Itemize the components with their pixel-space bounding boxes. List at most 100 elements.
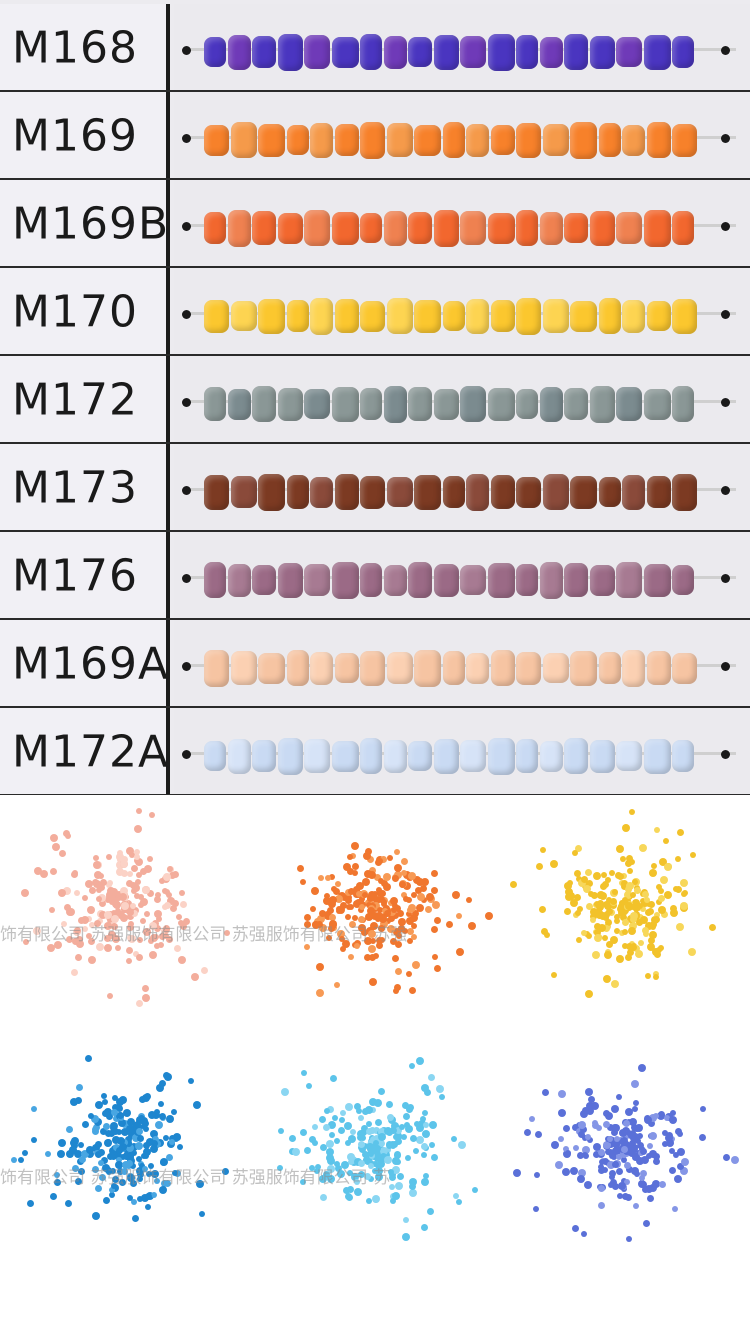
seed-bead bbox=[699, 1134, 707, 1142]
bead bbox=[383, 35, 407, 69]
bead bbox=[258, 123, 285, 157]
bead bbox=[360, 34, 382, 70]
seed-bead bbox=[403, 1217, 410, 1224]
seed-bead bbox=[375, 1173, 384, 1182]
seed-bead bbox=[456, 912, 463, 919]
seed-bead bbox=[680, 1157, 689, 1166]
seed-bead bbox=[306, 1083, 313, 1090]
seed-bead bbox=[129, 1128, 137, 1136]
bead bbox=[672, 211, 694, 245]
seed-bead bbox=[645, 1153, 652, 1160]
bead-strand bbox=[174, 92, 750, 180]
seed-bead bbox=[363, 851, 372, 860]
bead bbox=[230, 122, 257, 158]
seed-bead bbox=[150, 1144, 159, 1153]
seed-bead bbox=[680, 902, 688, 911]
seed-bead bbox=[126, 909, 134, 917]
seed-bead bbox=[390, 896, 399, 905]
swatch-row: M176 bbox=[0, 532, 750, 620]
seed-bead bbox=[581, 1145, 590, 1154]
seed-bead bbox=[132, 951, 139, 958]
seed-bead bbox=[386, 1113, 394, 1121]
seed-bead bbox=[575, 937, 582, 944]
seed-bead bbox=[666, 1139, 675, 1148]
color-code-cell: M170 bbox=[0, 268, 170, 356]
seed-bead bbox=[338, 1126, 346, 1134]
seed-bead bbox=[408, 871, 417, 880]
seed-bead bbox=[383, 1127, 392, 1136]
seed-bead bbox=[563, 908, 571, 915]
seed-bead bbox=[387, 925, 396, 934]
seed-bead bbox=[340, 1109, 347, 1116]
seed-bead bbox=[620, 913, 628, 921]
bead bbox=[331, 386, 359, 422]
seed-bead bbox=[112, 1136, 121, 1145]
seed-bead bbox=[434, 917, 442, 925]
seed-bead bbox=[57, 1150, 66, 1159]
seed-bead bbox=[402, 895, 409, 902]
bead bbox=[360, 300, 385, 332]
bead bbox=[616, 212, 642, 244]
seed-bead bbox=[107, 1152, 115, 1160]
seed-bead bbox=[309, 906, 316, 913]
seed-bead bbox=[465, 896, 472, 903]
seed-bead bbox=[624, 1178, 631, 1185]
seed-bead bbox=[378, 1087, 386, 1095]
bead bbox=[334, 474, 359, 510]
seed-bead bbox=[358, 903, 365, 910]
seed-bead bbox=[192, 1101, 201, 1110]
seed-bead bbox=[577, 1152, 585, 1160]
seed-bead bbox=[106, 892, 115, 901]
seed-bead bbox=[126, 947, 134, 955]
bead bbox=[227, 388, 251, 420]
bead bbox=[564, 388, 588, 420]
seed-bead bbox=[417, 892, 426, 901]
seed-bead bbox=[322, 897, 331, 906]
seed-bead bbox=[166, 1153, 174, 1161]
seed-bead bbox=[136, 1127, 144, 1135]
seed-bead bbox=[373, 895, 382, 904]
seed-bead bbox=[371, 1168, 378, 1175]
seed-bead bbox=[609, 1178, 617, 1186]
seed-bead bbox=[357, 923, 366, 932]
seed-bead bbox=[602, 974, 611, 983]
seed-bead bbox=[179, 923, 187, 931]
seed-bead bbox=[368, 1162, 375, 1169]
seed-bead bbox=[605, 877, 612, 883]
seed-bead bbox=[333, 1138, 340, 1145]
seed-bead bbox=[392, 987, 399, 994]
seed-bead bbox=[629, 892, 636, 899]
seed-bead bbox=[324, 893, 330, 900]
seed-bead bbox=[375, 912, 384, 921]
seed-bead bbox=[598, 1149, 606, 1157]
seed-bead bbox=[458, 1140, 467, 1149]
seed-bead bbox=[98, 1174, 106, 1182]
seed-bead bbox=[404, 1125, 413, 1134]
bead bbox=[277, 212, 303, 244]
seed-bead bbox=[598, 1202, 606, 1210]
seed-bead bbox=[175, 914, 182, 921]
seed-bead bbox=[539, 906, 547, 914]
seed-bead bbox=[608, 1152, 615, 1159]
seed-bead bbox=[132, 1215, 140, 1223]
seed-bead bbox=[639, 1148, 647, 1156]
seed-bead bbox=[117, 1112, 125, 1120]
seed-bead bbox=[116, 1105, 124, 1113]
seed-bead bbox=[366, 895, 373, 902]
seed-bead bbox=[622, 943, 629, 950]
seed-bead bbox=[415, 904, 424, 913]
seed-bead bbox=[309, 1136, 317, 1144]
seed-bead bbox=[115, 868, 124, 877]
seed-bead bbox=[609, 1170, 617, 1178]
seed-bead bbox=[414, 1121, 421, 1127]
bead bbox=[598, 298, 621, 334]
seed-bead bbox=[625, 943, 633, 951]
seed-bead bbox=[79, 1155, 87, 1163]
bead bbox=[304, 210, 330, 246]
row-divider bbox=[0, 530, 750, 532]
seed-bead bbox=[585, 933, 592, 940]
bead bbox=[646, 301, 671, 331]
seed-bead bbox=[72, 1164, 80, 1172]
seed-bead bbox=[594, 933, 603, 942]
seed-bead bbox=[392, 912, 400, 920]
